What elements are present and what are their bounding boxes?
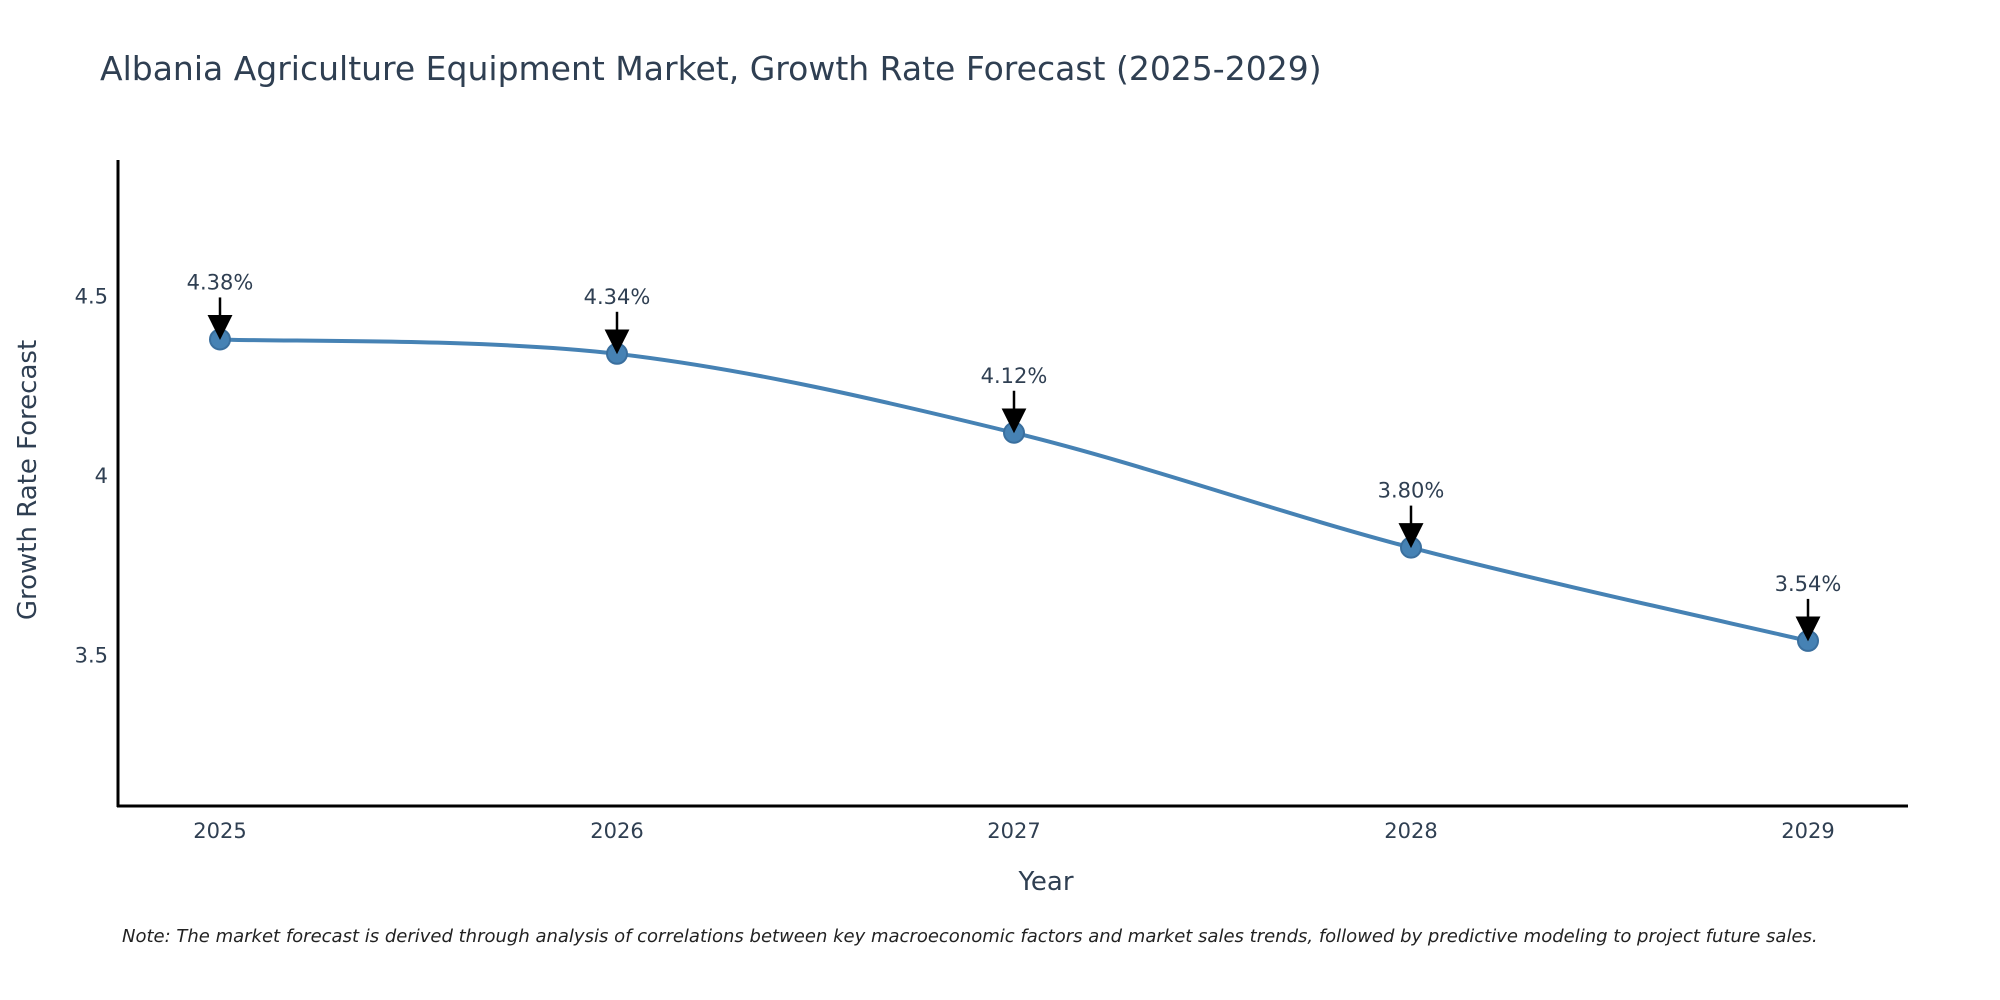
data-point[interactable] bbox=[209, 328, 231, 351]
chart-title: Albania Agriculture Equipment Market, Gr… bbox=[100, 49, 1322, 88]
data-label: 3.54% bbox=[1775, 572, 1842, 596]
y-tick-label: 4 bbox=[95, 464, 108, 488]
data-point[interactable] bbox=[1400, 536, 1422, 559]
data-point[interactable] bbox=[606, 342, 628, 365]
y-tick-label: 3.5 bbox=[75, 643, 108, 667]
y-axis-ticks: 3.5 4 4.5 bbox=[75, 284, 108, 667]
x-tick-label: 2029 bbox=[1781, 819, 1834, 843]
x-axis-ticks: 2025 2026 2027 2028 2029 bbox=[193, 819, 1834, 843]
x-tick-label: 2025 bbox=[193, 819, 246, 843]
x-tick-label: 2026 bbox=[590, 819, 643, 843]
x-axis-title: Year bbox=[1017, 867, 1073, 897]
data-label: 3.80% bbox=[1378, 479, 1445, 503]
data-label: 4.38% bbox=[187, 270, 254, 294]
data-annotations: 4.38% 4.34% 4.12% 3.80% 3.54% bbox=[187, 270, 1842, 642]
x-tick-label: 2028 bbox=[1384, 819, 1437, 843]
chart-note: Note: The market forecast is derived thr… bbox=[122, 926, 1818, 947]
data-label: 4.12% bbox=[981, 364, 1048, 388]
x-tick-label: 2027 bbox=[987, 819, 1040, 843]
data-label: 4.34% bbox=[584, 285, 651, 309]
y-tick-label: 4.5 bbox=[75, 284, 108, 308]
data-point[interactable] bbox=[1797, 629, 1819, 652]
y-axis-title: Growth Rate Forecast bbox=[13, 340, 43, 620]
data-point[interactable] bbox=[1003, 421, 1025, 444]
